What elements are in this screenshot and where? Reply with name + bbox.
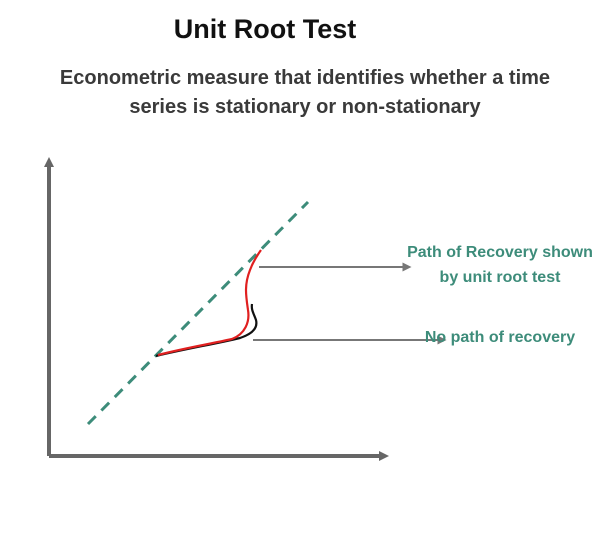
page-subtitle: Econometric measure that identifies whet… [59,67,551,118]
trend-line [86,200,310,426]
page-title: Unit Root Test [173,14,357,44]
no-recovery-path [155,303,258,358]
recovery-annotation: Path of Recovery shown by unit root test [407,244,593,286]
recovery-path [157,249,262,357]
no-recovery-annotation: No path of recovery [424,329,576,346]
